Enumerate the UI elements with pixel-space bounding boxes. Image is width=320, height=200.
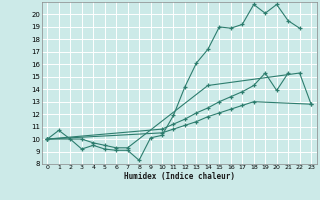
X-axis label: Humidex (Indice chaleur): Humidex (Indice chaleur) xyxy=(124,172,235,181)
